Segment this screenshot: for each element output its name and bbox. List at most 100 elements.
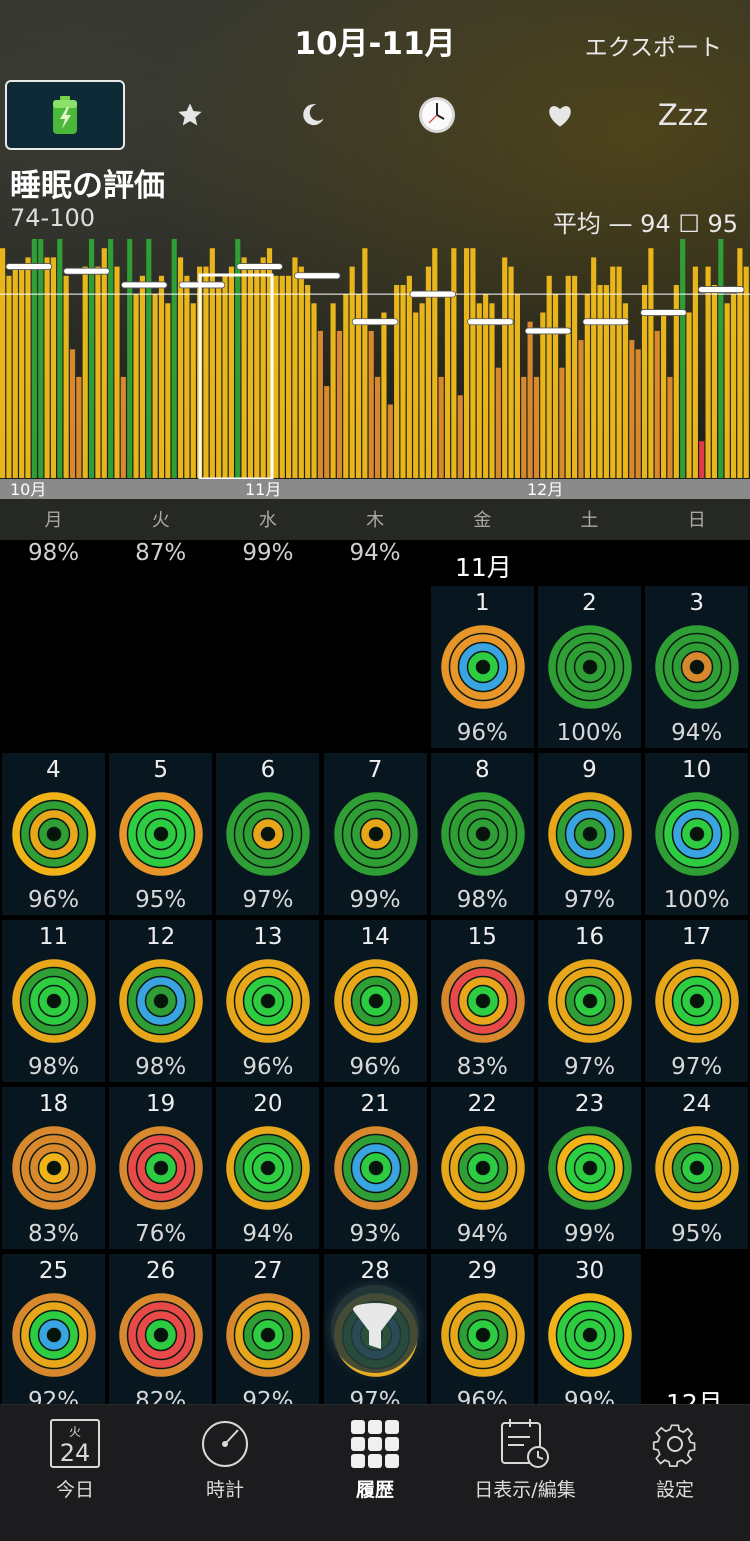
day-number: 29 (467, 1258, 497, 1284)
tab-settings[interactable]: 設定 (600, 1405, 750, 1515)
day-number: 7 (367, 757, 383, 783)
calendar-day-cell[interactable]: 15 83% (430, 920, 534, 1082)
chart-bar (114, 266, 120, 478)
day-number: 24 (682, 1091, 712, 1117)
weekly-average-marker (294, 272, 341, 280)
calendar-day-cell[interactable]: 9 97% (538, 753, 641, 915)
sleep-rings-icon (12, 959, 96, 1043)
tab-battery[interactable] (5, 80, 125, 150)
calendar-day-cell[interactable]: 13 96% (216, 920, 320, 1082)
calendar-day-cell[interactable]: 11 98% (2, 920, 105, 1082)
calendar-day-cell[interactable]: 5 95% (109, 753, 213, 915)
calendar-day-cell[interactable]: 27 92% (216, 1254, 320, 1416)
chart-bar (177, 257, 184, 478)
calendar-day-cell[interactable]: 8 98% (430, 753, 534, 915)
chart-bar (730, 294, 737, 478)
weekly-average-marker (582, 318, 630, 326)
chart-bar (635, 349, 641, 478)
chart-bar (184, 275, 190, 478)
chart-bar (419, 303, 425, 478)
calendar-day-cell[interactable]: 4 96% (2, 753, 105, 915)
chart-bar (12, 266, 18, 478)
export-button[interactable]: エクスポート (584, 35, 722, 61)
calendar-day-cell[interactable]: 1 96% (430, 586, 534, 748)
chart-bar (654, 330, 660, 478)
calendar-day-cell[interactable]: 16 97% (538, 920, 641, 1082)
chart-bar (673, 285, 679, 478)
average-label: 平均 — 94 ☐ 95 (552, 210, 738, 238)
calendar-day-cell[interactable]: 17 97% (645, 920, 749, 1082)
day-score: 97% (563, 887, 616, 913)
day-score: 97% (563, 1054, 616, 1080)
tab-star[interactable] (130, 80, 250, 150)
chart-bar (463, 248, 470, 478)
chart-bar (254, 266, 260, 478)
chart-bar (279, 275, 285, 478)
tab-day-edit[interactable]: 日表示/編集 (450, 1405, 600, 1515)
chart-bar (260, 257, 266, 478)
tab-moon[interactable] (253, 80, 373, 150)
calendar-day-cell[interactable]: 2 100% (538, 586, 641, 748)
heart-icon (549, 106, 571, 127)
tab-today[interactable]: 火 24 今日 (0, 1405, 150, 1515)
chart-bar (362, 248, 368, 478)
tab-heart[interactable] (500, 80, 620, 150)
chart-bar (57, 239, 63, 478)
day-score: 94% (671, 720, 723, 746)
calendar-day-cell[interactable]: 29 96% (430, 1254, 534, 1416)
calendar-day-cell[interactable]: 12 98% (109, 920, 213, 1082)
calendar-day-cell[interactable]: 20 94% (216, 1087, 320, 1249)
day-score: 93% (349, 1221, 401, 1247)
calendar-day-cell[interactable]: 6 97% (216, 753, 320, 915)
day-number: 6 (260, 757, 276, 783)
tab-bar: 火 24 今日 時計 履歴 日表示/編集 (0, 1404, 750, 1541)
calendar-day-cell[interactable]: 7 99% (323, 753, 427, 915)
tab-zzz[interactable]: Zzz (657, 98, 709, 132)
tab-clock[interactable] (377, 80, 497, 150)
weekday-label: 月 (45, 510, 63, 531)
filter-button[interactable] (331, 1285, 419, 1373)
tab-history[interactable]: 履歴 (300, 1405, 450, 1515)
calendar-day-cell[interactable]: 30 99% (538, 1254, 641, 1416)
sleep-rings-icon (440, 1293, 525, 1377)
calendar-day-cell[interactable]: 3 94% (645, 586, 749, 748)
day-number: 4 (46, 757, 61, 783)
chart-bar (508, 266, 514, 478)
chart-bar (50, 257, 57, 478)
chart-bar (139, 275, 145, 478)
calendar-day-cell[interactable]: 21 93% (323, 1087, 427, 1249)
calendar-day-cell[interactable]: 25 92% (2, 1254, 105, 1416)
calendar-day-cell[interactable]: 14 96% (323, 920, 427, 1082)
day-score: 99% (563, 1221, 616, 1247)
day-number: 16 (574, 924, 605, 950)
chart-bar (692, 266, 698, 478)
day-number: 28 (360, 1258, 390, 1284)
chart-bar (228, 266, 234, 478)
calendar-day-cell[interactable]: 10 100% (645, 753, 749, 915)
chart-bar (737, 248, 743, 478)
chart-bar (317, 330, 323, 478)
chart-bar (616, 266, 622, 478)
calendar-day-cell[interactable]: 18 83% (2, 1087, 105, 1249)
calendar-day-cell[interactable]: 24 95% (645, 1087, 749, 1249)
sleep-rings-icon (333, 792, 418, 876)
day-number: 15 (467, 924, 497, 950)
sleep-rings-icon (226, 792, 311, 876)
calendar-day-cell[interactable]: 26 82% (109, 1254, 213, 1416)
chart-bar (629, 340, 635, 478)
chart-bar (355, 294, 362, 478)
tab-clock-view[interactable]: 時計 (150, 1405, 300, 1515)
day-number: 22 (467, 1091, 497, 1117)
day-number: 1 (474, 590, 490, 616)
calendar-day-cell[interactable]: 23 99% (538, 1087, 641, 1249)
chart-bar (597, 285, 603, 478)
calendar-day-cell[interactable]: 22 94% (430, 1087, 534, 1249)
day-number: 17 (682, 924, 712, 950)
chart-bar (19, 266, 25, 478)
month-tick-label: 11月 (245, 480, 281, 499)
chart-bar (432, 248, 438, 478)
weekly-average-marker (236, 263, 283, 270)
calendar-day-cell[interactable]: 19 76% (109, 1087, 213, 1249)
chart-bar (521, 376, 527, 478)
